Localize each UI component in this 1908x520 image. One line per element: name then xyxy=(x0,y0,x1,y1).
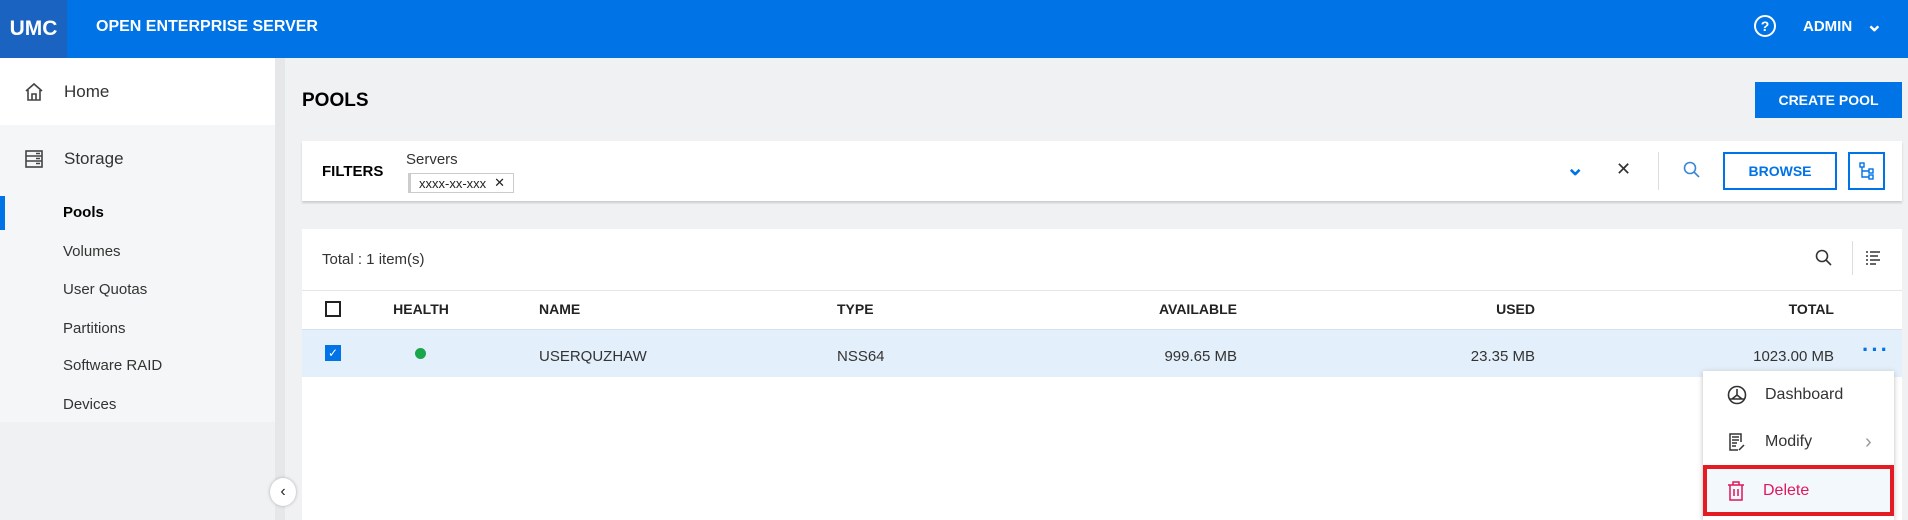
total-count: Total : 1 item(s) xyxy=(322,251,425,268)
clear-icon[interactable]: ✕ xyxy=(1616,159,1632,179)
browse-button[interactable]: BROWSE xyxy=(1723,152,1837,190)
health-status-icon xyxy=(415,348,426,359)
server-chip: xxxx-xx-xxx ✕ xyxy=(408,173,515,193)
menu-item-label: Modify xyxy=(1765,433,1813,450)
chip-remove-icon[interactable]: ✕ xyxy=(494,175,506,190)
home-icon xyxy=(25,82,43,101)
tree-icon xyxy=(1858,162,1874,180)
menu-item-label: Delete xyxy=(1763,481,1810,499)
user-menu[interactable]: ADMIN xyxy=(1803,18,1853,35)
page-title: POOLS xyxy=(302,90,369,111)
dashboard-icon xyxy=(1727,385,1747,405)
chevron-down-icon[interactable]: ⌄ xyxy=(1566,155,1585,180)
select-all-checkbox[interactable] xyxy=(325,301,341,317)
search-icon[interactable] xyxy=(1683,161,1701,179)
pool-used: 23.35 MB xyxy=(1470,348,1535,365)
row-checkbox[interactable]: ✓ xyxy=(325,345,341,361)
trash-icon xyxy=(1728,480,1744,501)
chevron-right-icon: › xyxy=(1865,430,1872,453)
row-actions-menu: Dashboard Modify › Delete xyxy=(1703,371,1894,520)
sidebar-item-pools[interactable]: Pools xyxy=(63,204,104,221)
chevron-down-icon[interactable]: ⌄ xyxy=(1866,14,1883,36)
search-icon[interactable] xyxy=(1815,249,1833,267)
menu-item-delete[interactable]: Delete xyxy=(1703,465,1894,516)
pool-total: 1023.00 MB xyxy=(1753,348,1834,365)
menu-item-label: Dashboard xyxy=(1765,386,1844,403)
divider xyxy=(302,290,1902,291)
sidebar-item-label: Home xyxy=(64,81,110,101)
tree-view-button[interactable] xyxy=(1848,152,1885,190)
column-type[interactable]: TYPE xyxy=(837,301,874,317)
row-actions-icon[interactable]: ··· xyxy=(1862,337,1890,362)
storage-icon xyxy=(25,149,43,168)
pool-available: 999.65 MB xyxy=(1164,348,1237,365)
sidebar-item-volumes[interactable]: Volumes xyxy=(63,243,121,260)
sidebar-item-storage[interactable]: Storage xyxy=(0,125,275,192)
divider xyxy=(1852,241,1853,275)
pool-name[interactable]: USERQUZHAW xyxy=(539,348,647,365)
sidebar-item-user-quotas[interactable]: User Quotas xyxy=(63,281,148,298)
sidebar-item-devices[interactable]: Devices xyxy=(63,396,117,413)
divider xyxy=(1658,152,1659,190)
sidebar: Home Storage Pools Volumes User Quotas P… xyxy=(0,58,275,422)
logo[interactable]: UMC xyxy=(0,0,67,58)
app-title: OPEN ENTERPRISE SERVER xyxy=(96,18,318,35)
table-row[interactable] xyxy=(302,329,1902,377)
sidebar-divider xyxy=(275,58,285,520)
column-health[interactable]: HEALTH xyxy=(393,301,449,317)
sidebar-item-label: Storage xyxy=(64,148,124,168)
active-indicator xyxy=(0,196,5,230)
help-icon[interactable]: ? xyxy=(1754,15,1776,37)
servers-label: Servers xyxy=(406,151,458,168)
menu-item-dashboard[interactable]: Dashboard xyxy=(1703,371,1894,419)
menu-item-modify[interactable]: Modify › xyxy=(1703,418,1894,466)
column-settings-icon[interactable] xyxy=(1866,250,1880,266)
sidebar-item-partitions[interactable]: Partitions xyxy=(63,320,126,337)
sidebar-item-home[interactable]: Home xyxy=(0,58,275,125)
create-pool-button[interactable]: CREATE POOL xyxy=(1755,82,1902,118)
collapse-sidebar-button[interactable]: ‹ xyxy=(270,478,296,506)
column-available[interactable]: AVAILABLE xyxy=(1158,301,1237,317)
column-used[interactable]: USED xyxy=(1496,301,1535,317)
sidebar-item-software-raid[interactable]: Software RAID xyxy=(63,357,163,374)
column-name[interactable]: NAME xyxy=(539,301,581,317)
pools-table: Total : 1 item(s) HEALTH NAME TYPE AVAIL… xyxy=(302,229,1902,520)
column-total[interactable]: TOTAL xyxy=(1788,301,1834,317)
filters-label: FILTERS xyxy=(322,163,384,180)
filters-bar: FILTERS Servers xxxx-xx-xxx ✕ ⌄ ✕ BROWSE xyxy=(302,141,1902,201)
top-bar: UMC OPEN ENTERPRISE SERVER ? ADMIN ⌄ xyxy=(0,0,1908,58)
chip-label: xxxx-xx-xxx xyxy=(419,175,487,191)
modify-icon xyxy=(1729,433,1745,451)
pool-type: NSS64 xyxy=(837,348,885,365)
